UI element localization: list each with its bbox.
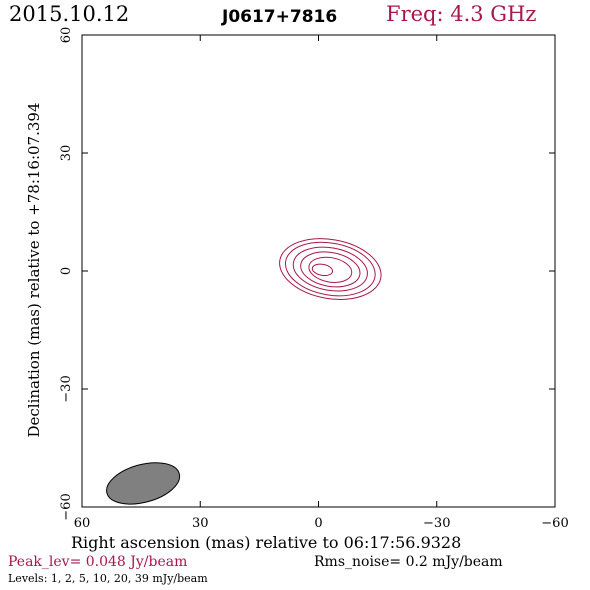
peak-level: Peak_lev= 0.048 Jy/beam [8, 554, 188, 570]
beam-group [106, 462, 181, 505]
y-tick-label: 30 [59, 145, 74, 162]
contour-levels: Levels: 1, 2, 5, 10, 20, 39 mJy/beam [8, 572, 208, 585]
x-axis-label: Right ascension (mas) relative to 06:17:… [71, 533, 462, 552]
source-name: J0617+7816 [222, 7, 338, 27]
axis-ticks: 60 30 0 −30 −60 −60 −30 0 30 60 [59, 27, 569, 531]
x-tick-label: 0 [314, 516, 322, 531]
y-tick-label: −60 [59, 493, 74, 520]
contour-level-1 [279, 238, 382, 300]
observation-date: 2015.10.12 [9, 2, 130, 26]
beam-ellipse [106, 462, 181, 505]
contour-level-2 [284, 241, 376, 297]
x-tick-label: 60 [74, 516, 91, 531]
contour-level-10 [300, 251, 361, 288]
y-tick-label: 60 [59, 27, 74, 44]
x-tick-label: 30 [192, 516, 209, 531]
y-tick-label: −30 [59, 375, 74, 402]
contour-level-20 [308, 256, 353, 283]
x-tick-label: −60 [541, 516, 568, 531]
contour-level-39 [311, 263, 334, 277]
rms-noise: Rms_noise= 0.2 mJy/beam [314, 554, 503, 570]
x-tick-label: −30 [423, 516, 450, 531]
frequency-label: Freq: 4.3 GHz [386, 2, 537, 26]
contour-level-5 [292, 246, 368, 292]
contour-group [279, 238, 382, 300]
y-tick-label: 0 [59, 267, 74, 275]
y-axis-label: Declination (mas) relative to +78:16:07.… [25, 102, 43, 438]
plot-frame [81, 34, 556, 508]
